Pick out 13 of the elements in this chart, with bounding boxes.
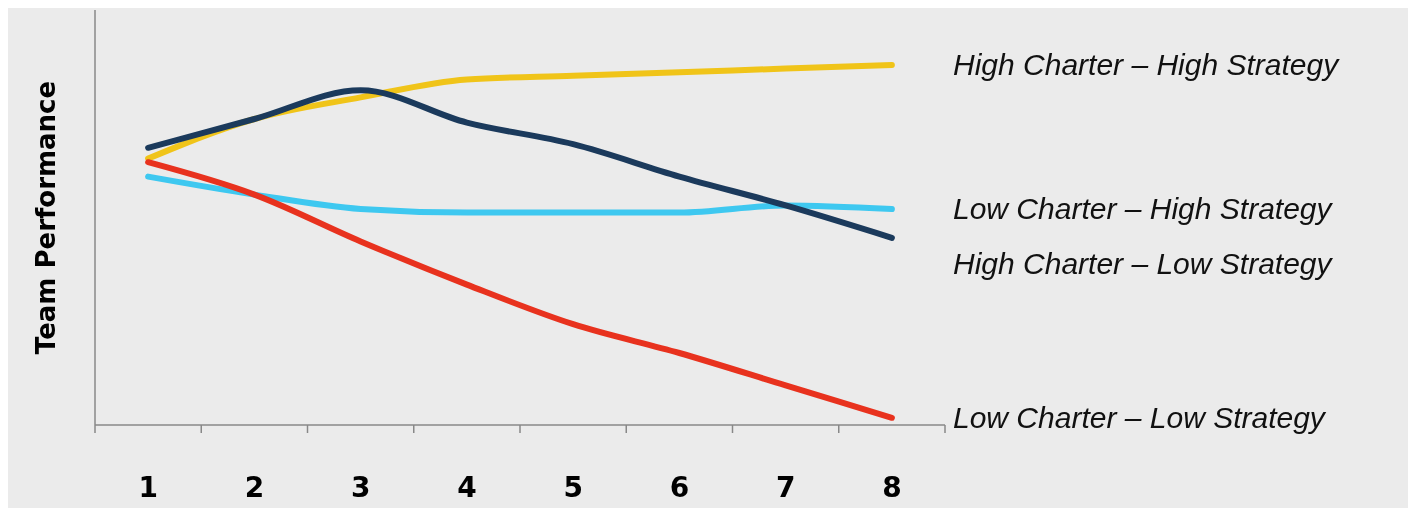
x-tick-label: 6: [669, 471, 690, 504]
text: Low Charter – Low Strategy: [953, 400, 1327, 434]
x-tick-label: 1: [138, 471, 158, 504]
x-tick-label: 8: [882, 471, 902, 504]
y-axis-title: Team Performance: [31, 80, 61, 355]
text: High Charter – High Strategy: [953, 48, 1341, 81]
x-tick-label: 5: [563, 471, 583, 504]
text: Low Charter – High Strategy: [953, 192, 1334, 225]
x-tick-label: 3: [350, 471, 371, 504]
text: High Charter – Low Strategy: [953, 247, 1334, 280]
x-tick-label: 4: [457, 471, 477, 504]
x-tick-label: 7: [775, 471, 796, 504]
x-tick-label: 2: [244, 471, 265, 504]
